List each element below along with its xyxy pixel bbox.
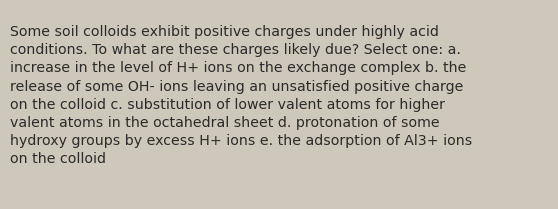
Text: Some soil colloids exhibit positive charges under highly acid
conditions. To wha: Some soil colloids exhibit positive char… [10,25,472,166]
